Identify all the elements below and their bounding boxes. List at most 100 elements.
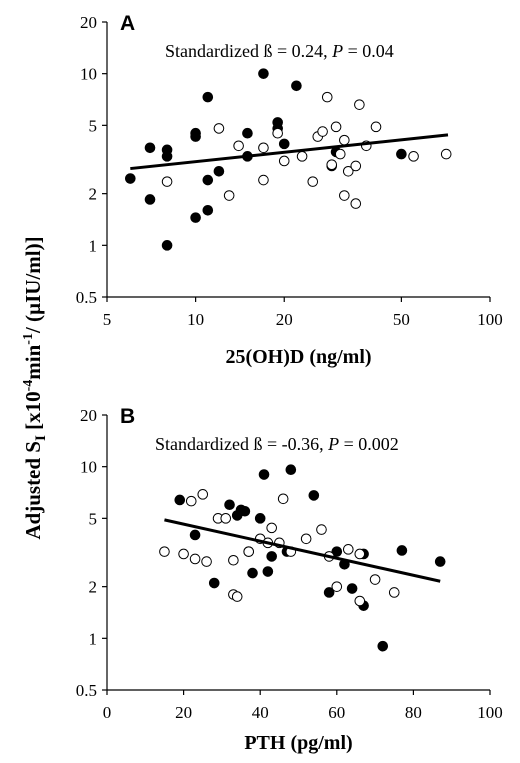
x-axis-label: PTH (pg/ml)	[244, 732, 352, 754]
data-point-open	[277, 493, 289, 505]
data-point-open	[321, 91, 333, 103]
data-point-filled	[262, 566, 274, 577]
data-point-filled	[190, 212, 201, 223]
data-point-filled	[174, 494, 186, 506]
data-point-open	[223, 190, 235, 201]
x-tick-label: 100	[477, 310, 503, 329]
data-point-filled	[272, 117, 283, 128]
data-point-filled	[323, 587, 335, 598]
data-point-filled	[285, 464, 297, 476]
panel-a: 0.5 1 2 5 10 20 5 10 20 50 100 A Standardized ß = 0.…	[76, 12, 503, 368]
data-point-open	[331, 581, 343, 592]
x-tick-label: 80	[405, 703, 422, 722]
data-point-open	[342, 165, 354, 177]
data-point-open	[316, 524, 327, 535]
data-point-open	[272, 127, 283, 139]
y-tick-label: 10	[80, 65, 97, 84]
data-point-open	[354, 548, 366, 560]
data-point-open	[159, 546, 170, 557]
data-point-open	[339, 190, 350, 201]
data-point-open	[296, 151, 308, 162]
data-point-open	[300, 533, 312, 545]
data-point-filled	[308, 490, 320, 501]
data-point-filled	[202, 174, 214, 186]
data-point-open	[161, 176, 173, 187]
x-tick-label: 20	[175, 703, 192, 722]
data-point-open	[370, 121, 382, 133]
regression-line	[164, 518, 441, 583]
data-point-filled	[208, 577, 220, 589]
data-point-filled	[434, 556, 446, 567]
data-point-open	[213, 123, 225, 134]
x-tick-label: 50	[393, 310, 410, 329]
data-point-filled	[213, 165, 225, 177]
data-point-open	[220, 513, 232, 524]
data-point-filled	[125, 173, 136, 184]
data-point-filled	[144, 194, 156, 205]
data-point-open	[178, 548, 189, 560]
data-point-open	[408, 151, 419, 162]
x-tick-label: 20	[276, 310, 293, 329]
data-point-open	[334, 148, 346, 160]
data-point-open	[330, 121, 342, 133]
x-tick-label: 40	[252, 703, 269, 722]
data-point-open	[339, 134, 350, 146]
data-point-filled	[224, 499, 235, 511]
data-point-open	[197, 489, 209, 500]
data-point-open	[258, 174, 269, 186]
data-point-filled	[247, 567, 258, 579]
y-tick-label: 0.5	[76, 288, 97, 307]
data-point-filled	[242, 127, 253, 139]
x-tick-label: 0	[103, 703, 112, 722]
data-point-open	[354, 99, 365, 110]
y-tick-label: 1	[89, 236, 98, 255]
data-point-filled	[396, 148, 407, 160]
data-point-open	[326, 159, 338, 170]
stats-annotation: Standardized ß = -0.36, P = 0.002	[155, 434, 399, 454]
data-point-filled	[291, 80, 302, 92]
data-point-filled	[189, 529, 201, 541]
data-point-open	[185, 495, 197, 507]
data-point-open	[201, 556, 212, 567]
data-point-filled	[161, 240, 173, 251]
data-point-filled	[254, 513, 266, 524]
data-point-open	[317, 126, 328, 137]
data-point-filled	[278, 138, 290, 150]
data-point-open	[278, 155, 290, 167]
data-point-open	[369, 574, 381, 585]
regression-line	[130, 133, 449, 171]
y-tick-label: 20	[80, 406, 97, 425]
data-point-open	[354, 595, 366, 607]
y-tick-label: 2	[89, 185, 98, 204]
data-point-open	[350, 198, 362, 209]
data-point-open	[189, 553, 201, 565]
panel-b: 0.5 1 2 5 10 20 0 20 40 60 80 100 B Standardized ß = …	[76, 405, 503, 754]
data-point-filled	[396, 545, 408, 556]
data-point-filled	[346, 583, 358, 594]
data-point-filled	[202, 91, 214, 103]
panel-label: B	[120, 405, 135, 428]
x-axis-label: 25(OH)D (ng/ml)	[225, 346, 371, 368]
x-tick-label: 10	[187, 310, 204, 329]
data-point-open	[258, 142, 269, 154]
data-point-filled	[202, 204, 214, 216]
data-point-filled	[144, 142, 156, 154]
shared-y-axis-label: Adjusted SI [x10-4min-1/ (µIU/ml)]	[21, 236, 49, 539]
data-point-open	[388, 587, 400, 598]
data-point-filled	[190, 127, 201, 139]
data-point-open	[440, 148, 452, 160]
data-point-filled	[258, 469, 270, 480]
data-point-open	[243, 546, 255, 557]
y-tick-label: 5	[89, 116, 98, 135]
data-point-open	[350, 160, 362, 172]
y-tick-label: 10	[80, 458, 97, 477]
y-tick-label: 5	[89, 509, 98, 528]
y-tick-label: 0.5	[76, 681, 97, 700]
data-point-open	[228, 554, 239, 566]
data-point-filled	[266, 551, 277, 562]
data-point-open	[266, 522, 277, 534]
data-point-open	[231, 591, 243, 602]
data-point-filled	[377, 640, 389, 652]
panel-label: A	[120, 12, 135, 35]
data-point-filled	[239, 505, 251, 517]
